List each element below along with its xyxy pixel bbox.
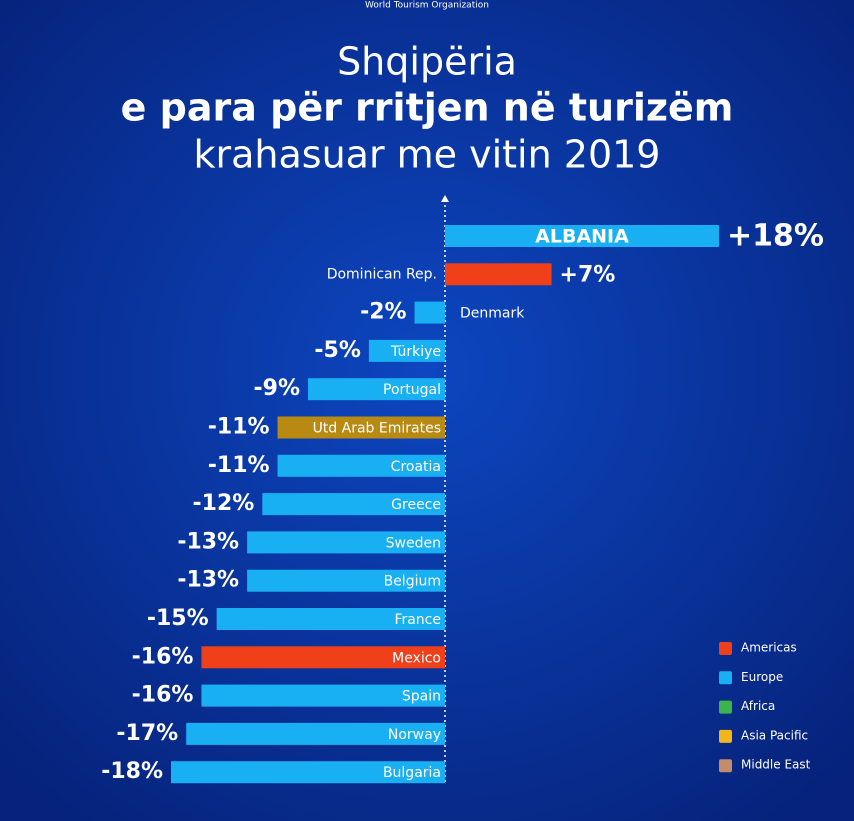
- bar: [277, 454, 445, 477]
- legend-swatch: [719, 671, 732, 685]
- bar-label: Portugal: [383, 382, 441, 398]
- value-label: -15%: [147, 606, 209, 631]
- bar: [186, 722, 445, 745]
- bar: [201, 684, 445, 707]
- value-label: -2%: [360, 300, 406, 325]
- legend-swatch: [719, 700, 732, 714]
- bar-label: France: [394, 612, 441, 628]
- bar: [262, 493, 445, 516]
- title-line: krahasuar me vitin 2019: [193, 133, 660, 177]
- value-label: -12%: [193, 491, 255, 516]
- legend-label: Europe: [741, 670, 783, 684]
- title-line: e para për rritjen në turizëm: [121, 86, 734, 130]
- bar-label: Dominican Rep.: [327, 266, 437, 282]
- value-label: -11%: [208, 453, 270, 478]
- bar: [171, 761, 445, 784]
- value-label: -11%: [208, 415, 270, 440]
- legend-swatch: [719, 759, 732, 773]
- legend-label: Asia Pacific: [741, 728, 808, 742]
- bar: [247, 569, 445, 592]
- legend-swatch: [719, 729, 732, 743]
- value-label: -5%: [314, 338, 360, 363]
- bar: [368, 339, 445, 362]
- bar-label: Croatia: [391, 459, 441, 475]
- value-label: -13%: [177, 568, 239, 593]
- bar: [445, 263, 552, 286]
- legend-label: Americas: [741, 641, 797, 655]
- bar-label: Sweden: [386, 535, 441, 551]
- value-label: -18%: [101, 759, 163, 784]
- bar-label: Mexico: [392, 650, 441, 666]
- bar: [247, 531, 445, 554]
- source: World Tourism Organization: [365, 1, 489, 11]
- bar: [216, 608, 445, 630]
- bar: [201, 646, 445, 669]
- bar-label: Norway: [388, 727, 441, 743]
- value-label: -13%: [177, 529, 239, 554]
- value-label: -16%: [132, 644, 194, 669]
- bar-label: Bulgaria: [383, 765, 441, 781]
- value-label: +7%: [560, 262, 616, 287]
- bar-label: Türkiye: [390, 344, 441, 360]
- bar-label: Greece: [391, 497, 441, 513]
- legend-swatch: [719, 642, 732, 655]
- bar: [277, 416, 445, 439]
- bar-label: Utd Arab Emirates: [313, 421, 441, 437]
- bar-label: Belgium: [384, 574, 441, 590]
- value-label: -16%: [132, 683, 194, 708]
- value-label: -9%: [254, 376, 300, 401]
- bar-label: Spain: [402, 689, 441, 705]
- axis-arrow: [441, 195, 449, 202]
- bar: [308, 378, 445, 401]
- bar: [445, 225, 719, 247]
- value-label: +18%: [727, 219, 824, 254]
- legend-label: Middle East: [741, 758, 811, 772]
- legend-label: Africa: [741, 699, 775, 713]
- bar: [414, 301, 445, 324]
- bar-label: ALBANIA: [535, 226, 629, 248]
- title-line: Shqipëria: [337, 40, 517, 84]
- bar-label: Denmark: [460, 306, 525, 322]
- value-label: -17%: [116, 721, 178, 746]
